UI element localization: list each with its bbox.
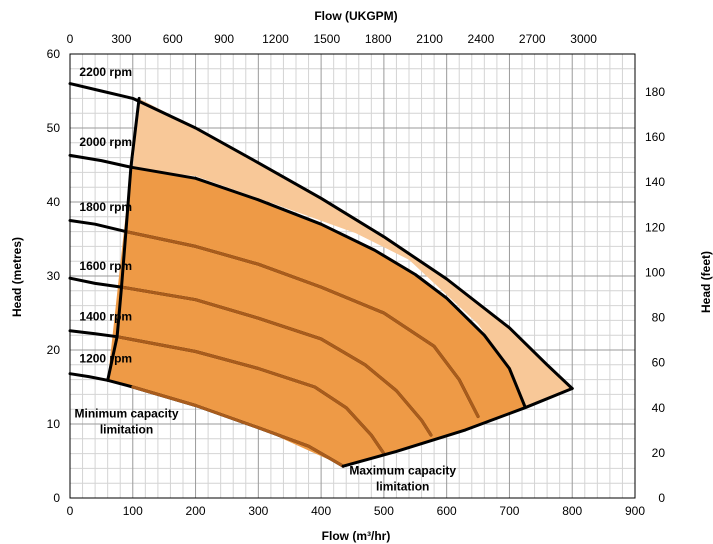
x-tick-label: 400: [311, 504, 331, 518]
x-tick-label: 900: [625, 504, 645, 518]
curve-1400-rpm-in-region: [115, 335, 386, 456]
operating-regions: [107, 98, 573, 467]
capacity-limit-label: limitation: [100, 423, 153, 437]
x-axis-title: Flow (m³/hr): [322, 529, 391, 543]
axis-tick-labels: 0 100 200 300 400 500 600 700 800 900010203040506…: [47, 32, 666, 518]
y-tick-label: 40: [47, 195, 61, 209]
performance-curves: [68, 82, 574, 468]
x-tick-label: 0: [67, 504, 74, 518]
x2-tick-label: 300: [111, 32, 131, 46]
y2-tick-label: 80: [652, 311, 666, 325]
curve-2000-rpm: [68, 153, 527, 409]
y-tick-label: 10: [47, 417, 61, 431]
capacity-limit-label: Maximum capacity: [349, 463, 456, 477]
curve-1200-rpm-in-region: [131, 385, 345, 468]
rpm-label: 2000 rpm: [79, 135, 132, 149]
rpm-label: 1200 rpm: [79, 352, 132, 366]
x2-axis-title: Flow (UKGPM): [314, 9, 397, 23]
x2-tick-label: 900: [214, 32, 234, 46]
x2-tick-label: 2100: [416, 32, 443, 46]
x-tick-label: 100: [123, 504, 143, 518]
x2-tick-label: 2400: [468, 32, 495, 46]
y-tick-label: 50: [47, 121, 61, 135]
y2-tick-label: 140: [645, 175, 665, 189]
curve-maximum-capacity-limitation: [341, 387, 574, 468]
y-tick-label: 60: [47, 47, 61, 61]
y2-axis-title: Head (feet): [699, 251, 713, 313]
capacity-limit-label: limitation: [376, 480, 429, 494]
plot-frame: [69, 53, 636, 499]
x-tick-label: 800: [562, 504, 582, 518]
inner-operating-region: [107, 167, 526, 467]
y2-tick-label: 160: [645, 130, 665, 144]
x2-tick-label: 3000: [570, 32, 597, 46]
y2-tick-label: 40: [652, 401, 666, 415]
y2-tick-label: 20: [652, 446, 666, 460]
y-axis-title: Head (metres): [10, 237, 24, 317]
x2-tick-label: 2700: [519, 32, 546, 46]
curve-1600-rpm-in-region: [120, 285, 433, 437]
y2-tick-label: 60: [652, 356, 666, 370]
x-tick-label: 700: [499, 504, 519, 518]
x-tick-label: 500: [374, 504, 394, 518]
capacity-limit-label: Minimum capacity: [74, 406, 178, 420]
y-tick-label: 30: [47, 269, 61, 283]
x-tick-label: 300: [248, 504, 268, 518]
rpm-label: 1600 rpm: [79, 259, 132, 273]
x2-tick-label: 600: [163, 32, 183, 46]
y2-tick-label: 120: [645, 220, 665, 234]
rpm-label: 1400 rpm: [79, 309, 132, 323]
y-tick-label: 20: [47, 343, 61, 357]
curve-1800-rpm-in-region: [124, 230, 480, 419]
curve-2200-rpm: [68, 82, 574, 390]
x-tick-label: 200: [186, 504, 206, 518]
annotations: 2200 rpm 2000 rpm 1800 rpm 1600 rpm 1400 rpm…: [74, 65, 456, 493]
y2-tick-label: 180: [645, 85, 665, 99]
rpm-label: 1800 rpm: [79, 200, 132, 214]
rpm-label: 2200 rpm: [79, 65, 132, 79]
y2-tick-label: 0: [658, 491, 665, 505]
x2-tick-label: 1200: [262, 32, 289, 46]
curve-minimum-capacity-limitation: [106, 96, 141, 382]
x2-tick-label: 0: [67, 32, 74, 46]
x2-tick-label: 1500: [313, 32, 340, 46]
y-tick-label: 0: [53, 491, 60, 505]
outer-operating-region: [132, 98, 573, 467]
y2-tick-label: 100: [645, 265, 665, 279]
x-tick-label: 600: [437, 504, 457, 518]
x2-tick-label: 1800: [365, 32, 392, 46]
